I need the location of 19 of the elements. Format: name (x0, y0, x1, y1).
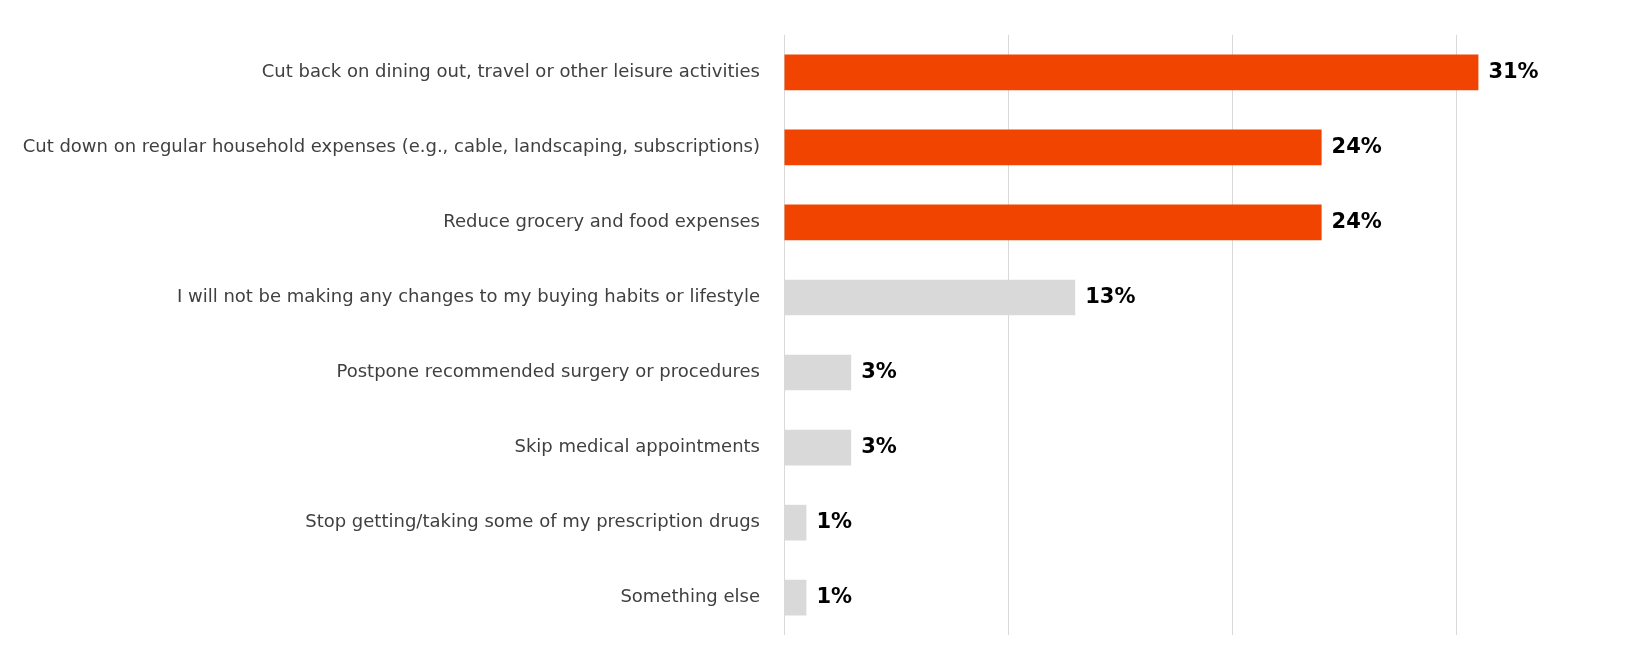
y-tick-label: Stop getting/taking some of my prescription drugs (305, 510, 760, 532)
data-label: 13% (1085, 283, 1136, 308)
bar (784, 129, 1322, 166)
data-label: 24% (1331, 208, 1382, 233)
y-tick-label: Something else (620, 585, 760, 607)
bar (784, 204, 1322, 241)
data-label: 31% (1488, 58, 1539, 83)
data-label: 3% (861, 434, 897, 459)
data-label: 3% (861, 358, 897, 383)
data-label: 1% (816, 509, 853, 534)
y-tick-label: Postpone recommended surgery or procedures (336, 360, 760, 382)
y-tick-label: I will not be making any changes to my buying habits or lifestyle (176, 285, 760, 307)
y-tick-label: Cut back on dining out, travel or other leisure activities (261, 60, 760, 81)
y-tick-label: Cut down on regular household expenses (e.g., cable, landscaping, subscriptions) (22, 135, 760, 157)
y-tick-label: Reduce grocery and food expenses (443, 210, 760, 232)
bar (784, 54, 1479, 91)
y-tick-label: Skip medical appointments (514, 435, 760, 457)
data-label: 1% (816, 584, 853, 609)
data-label: 24% (1331, 133, 1382, 158)
